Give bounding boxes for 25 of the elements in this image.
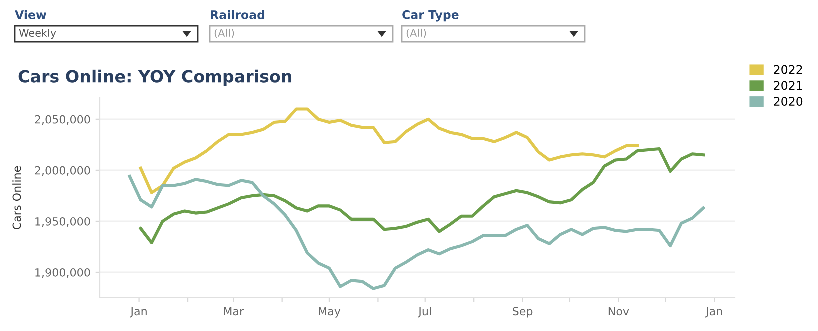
legend-label: 2022 — [774, 65, 802, 74]
line-series — [139, 147, 706, 244]
y-tick-label: 2,000,000 — [35, 166, 90, 176]
x-tick-label: Sep — [513, 307, 533, 318]
text: View — [15, 10, 46, 20]
line-series — [139, 108, 640, 194]
text: Car Type — [402, 10, 459, 22]
x-tick-label: May — [319, 307, 341, 318]
text: Railroad — [211, 10, 265, 20]
x-tick-label: Mar — [224, 307, 244, 316]
y-tick-label: 1,950,000 — [36, 217, 90, 227]
text: (All) — [406, 28, 426, 38]
y-axis-title: Cars Online — [12, 166, 22, 230]
line-series — [128, 175, 706, 290]
x-tick-label: Jan — [130, 307, 147, 318]
x-tick-label: Nov — [608, 307, 630, 316]
text: Weekly — [19, 28, 56, 40]
y-tick-label: 1,900,000 — [36, 268, 90, 278]
y-tick-label: 2,050,000 — [35, 115, 90, 125]
legend-label: 2020 — [774, 97, 803, 106]
x-tick-label: Jan — [705, 307, 722, 318]
x-tick-label: Jul — [418, 307, 432, 318]
chart-title: Cars Online: YOY Comparison — [18, 70, 292, 86]
text: (All) — [214, 28, 234, 38]
legend-label: 2021 — [774, 81, 802, 90]
